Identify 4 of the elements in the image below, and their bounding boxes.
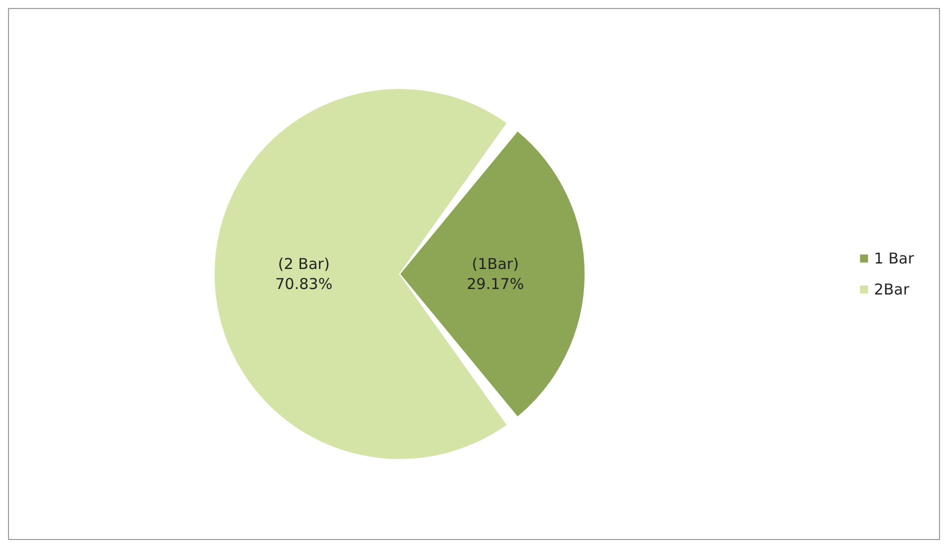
- data-label: (1Bar) 29.17%: [466, 255, 524, 293]
- data-label: (2 Bar) 70.83%: [275, 255, 332, 293]
- legend-label: 1 Bar: [874, 250, 915, 268]
- legend-label: 2Bar: [874, 280, 910, 298]
